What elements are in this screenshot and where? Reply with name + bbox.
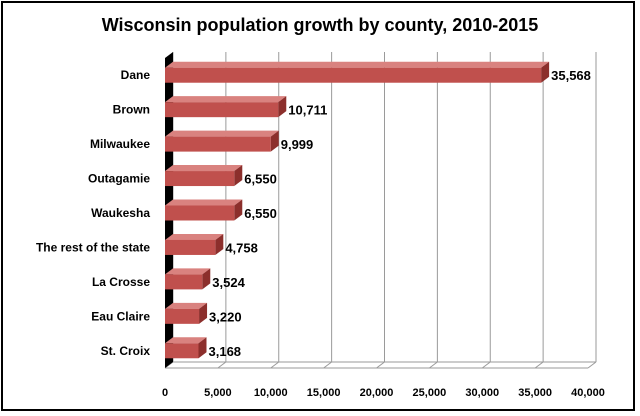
bar	[165, 67, 542, 83]
x-tick-label: 15,000	[307, 387, 341, 399]
floor-gridline	[587, 361, 597, 369]
bar-top	[165, 96, 287, 103]
floor-gridline	[429, 361, 438, 369]
x-tick-label: 40,000	[571, 387, 605, 399]
data-label: 6,550	[244, 206, 277, 221]
data-label: 9,999	[281, 137, 314, 152]
bar-side	[215, 233, 224, 255]
x-tick-label: 10,000	[254, 387, 288, 399]
category-label: Eau Claire	[91, 309, 150, 323]
floor-gridline	[323, 361, 332, 369]
bar	[165, 239, 216, 255]
data-label: 4,758	[225, 240, 258, 255]
data-label: 3,524	[212, 275, 245, 290]
bar-side	[234, 199, 243, 221]
floor-gridline	[481, 361, 491, 369]
x-tick-label: 20,000	[360, 387, 394, 399]
category-label: Milwaukee	[90, 137, 150, 151]
chart-title: Wisconsin population growth by county, 2…	[101, 15, 539, 35]
category-label: Outagamie	[88, 172, 150, 186]
category-label: Brown	[113, 103, 150, 117]
bar-side	[270, 130, 279, 152]
x-tick-label: 25,000	[413, 387, 447, 399]
bar	[165, 136, 271, 152]
bar	[165, 171, 235, 187]
bar-top	[165, 268, 211, 275]
floor-gridline	[534, 361, 544, 369]
bar-side	[234, 165, 243, 187]
data-label: 6,550	[244, 172, 277, 187]
bar-top	[165, 302, 208, 309]
data-label: 10,711	[288, 103, 327, 118]
category-label: Waukesha	[91, 206, 150, 220]
x-tick-label: 35,000	[518, 387, 552, 399]
x-tick-label: 5,000	[204, 387, 232, 399]
floor-gridline	[376, 361, 385, 369]
floor-gridline	[270, 361, 280, 369]
bar	[165, 308, 200, 324]
bar-side	[202, 268, 211, 290]
category-label: St. Croix	[101, 344, 151, 358]
bar	[165, 102, 279, 118]
bar-top	[165, 165, 243, 172]
x-tick-label: 0	[162, 387, 168, 399]
data-label: 3,220	[209, 309, 242, 324]
bar-side	[541, 61, 550, 83]
bar	[165, 343, 199, 359]
bar	[165, 205, 235, 221]
bar-side	[278, 96, 287, 118]
category-label: La Crosse	[92, 275, 150, 289]
bar-side	[199, 302, 208, 324]
data-label: 3,168	[209, 344, 242, 359]
bar	[165, 274, 203, 290]
bar-top	[165, 233, 224, 240]
x-tick-label: 30,000	[465, 387, 499, 399]
bar-top	[165, 61, 550, 68]
category-label: The rest of the state	[36, 240, 150, 254]
category-label: Dane	[121, 68, 151, 82]
bar-top	[165, 337, 207, 344]
bar-top	[165, 130, 279, 137]
data-label: 35,568	[551, 68, 591, 83]
bar-side	[198, 337, 207, 359]
floor-gridline	[217, 361, 227, 369]
bar-top	[165, 199, 243, 206]
